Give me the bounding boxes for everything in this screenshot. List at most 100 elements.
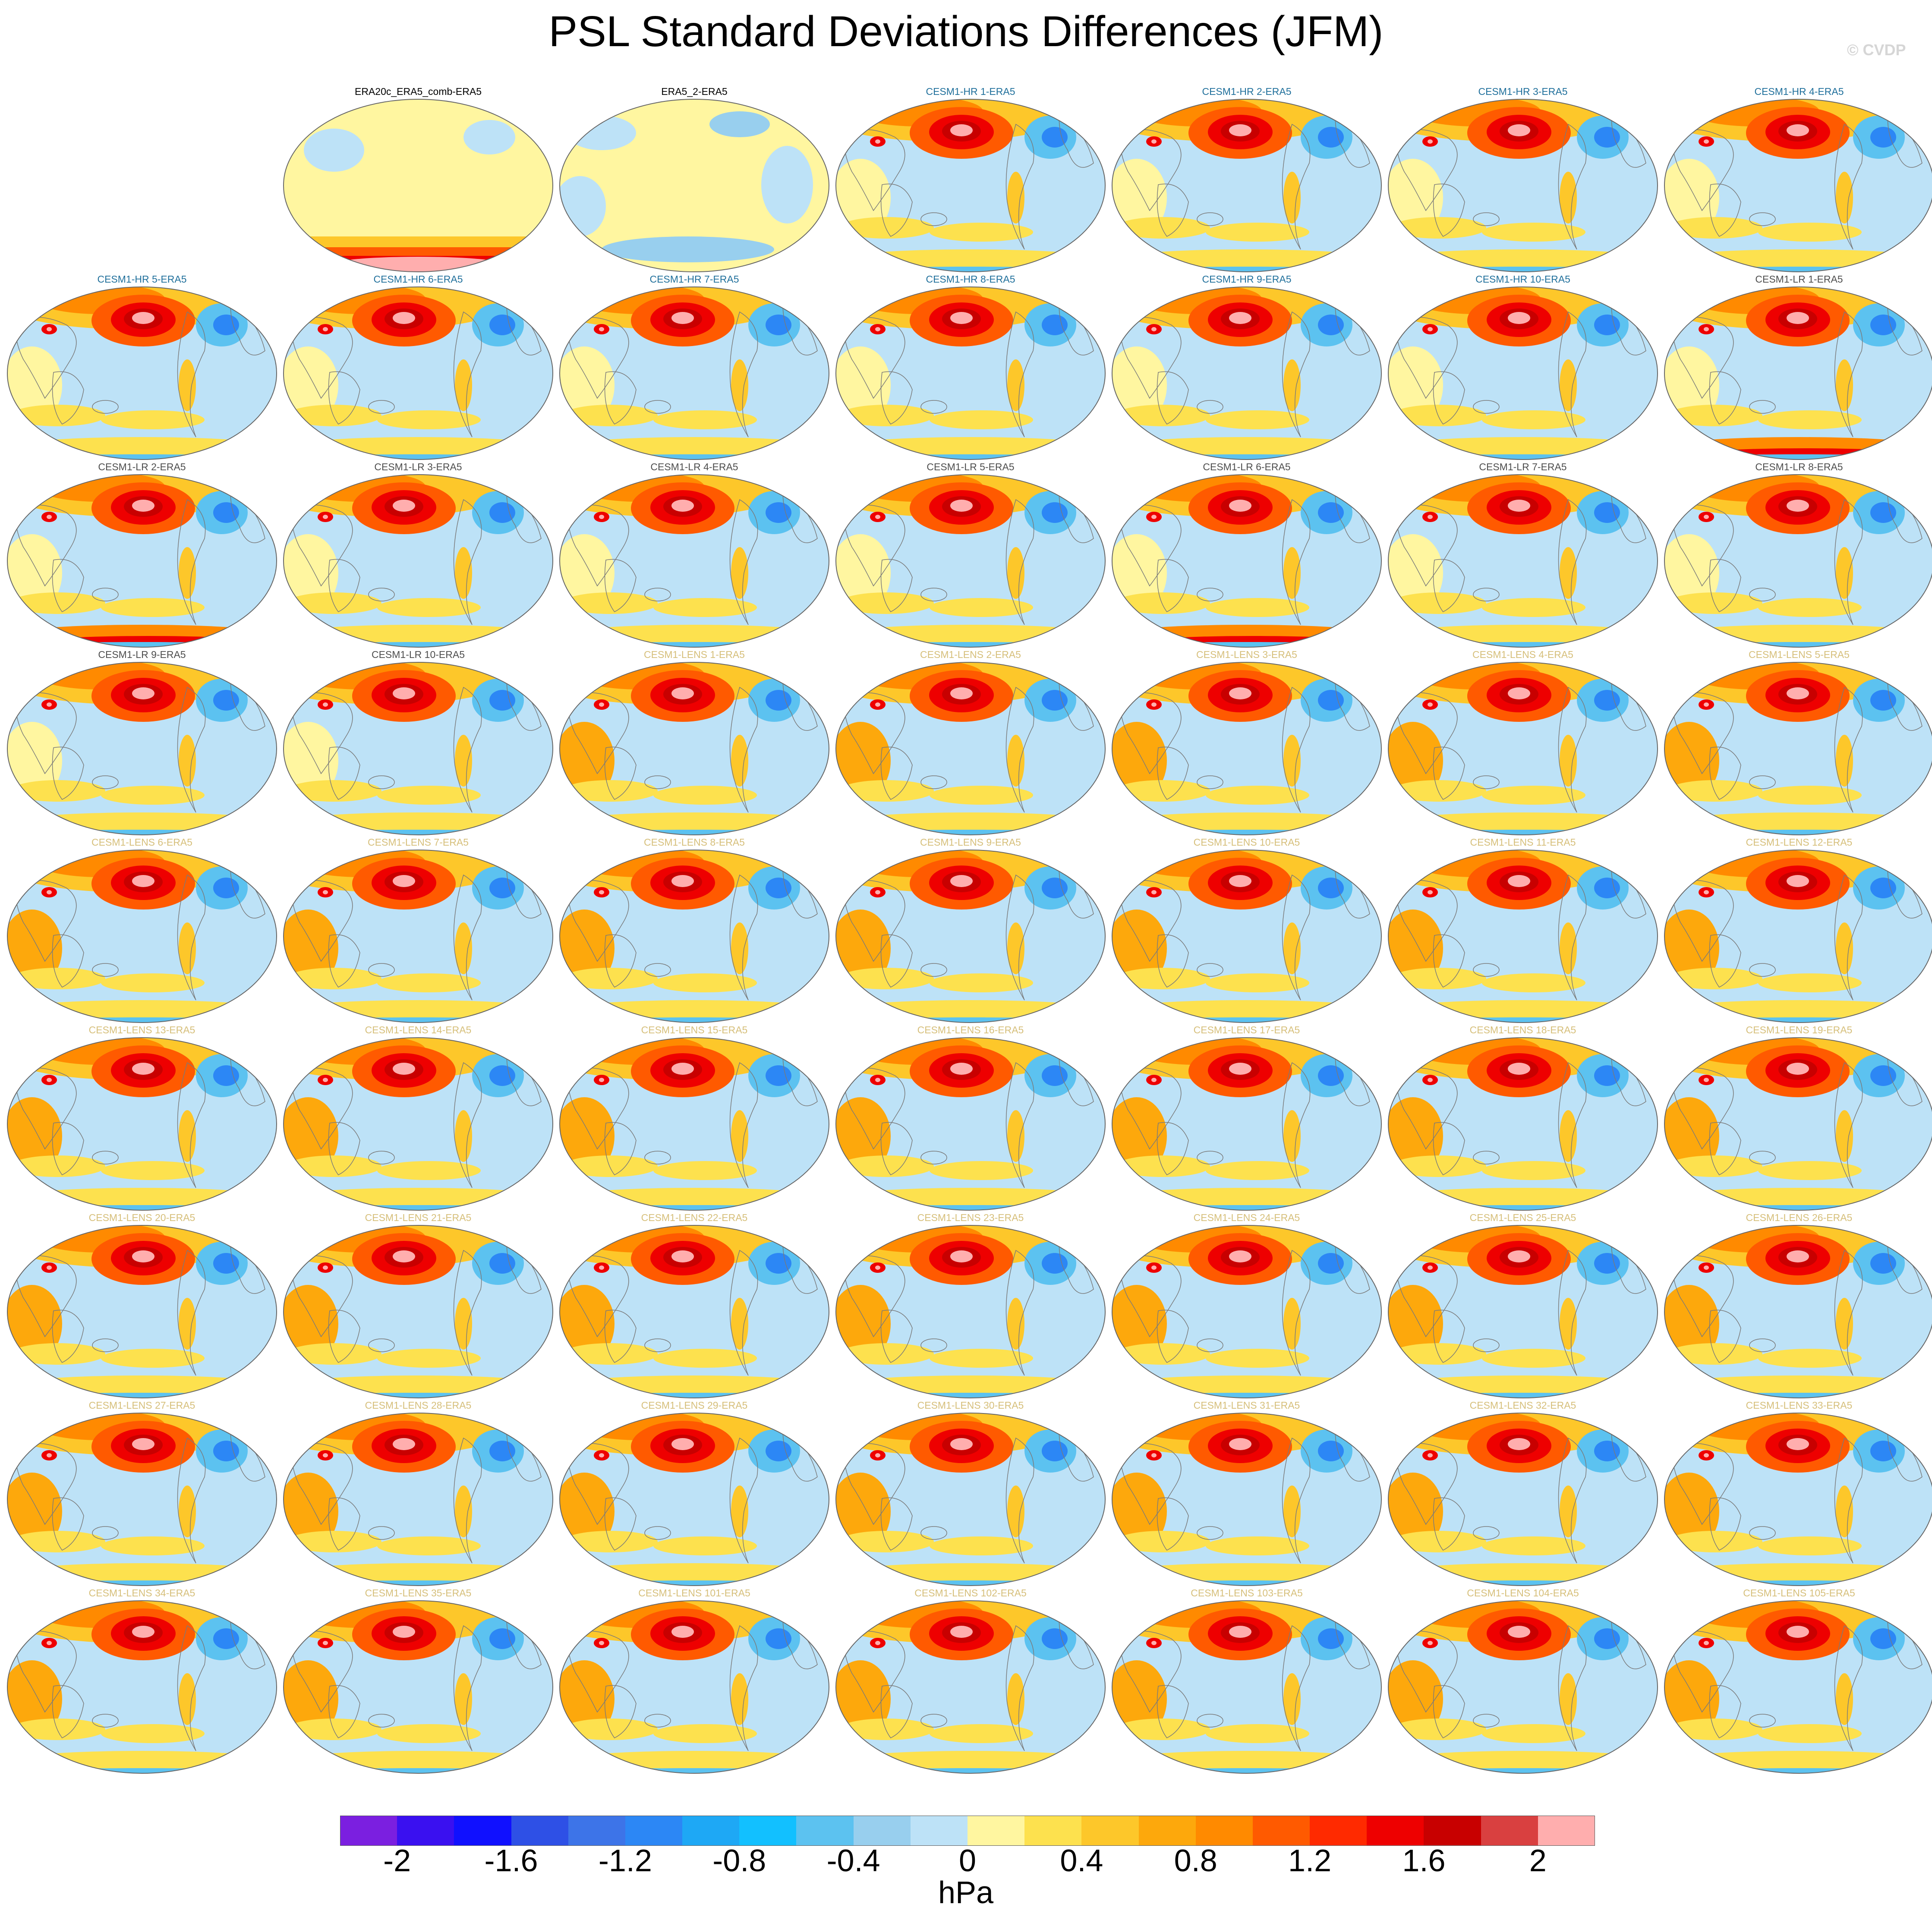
panel-title: CESM1-HR 4-ERA5: [1754, 86, 1844, 97]
map-panel: CESM1-HR 9-ERA5: [1109, 273, 1384, 461]
map-panel: CESM1-LENS 27-ERA5: [4, 1399, 280, 1587]
colorbar-swatch: [1481, 1816, 1538, 1846]
panel-title: CESM1-LR 4-ERA5: [650, 461, 738, 472]
colorbar-swatch: [682, 1816, 740, 1846]
map-panel: CESM1-LENS 4-ERA5: [1385, 648, 1661, 837]
map-panel: CESM1-LENS 19-ERA5: [1661, 1024, 1932, 1212]
panel-title: CESM1-LENS 21-ERA5: [365, 1212, 472, 1223]
panel-title: ERA5_2-ERA5: [661, 86, 728, 97]
colorbar-tick-label: -0.8: [712, 1844, 766, 1878]
map-panel: CESM1-LENS 34-ERA5: [4, 1587, 280, 1775]
world-map-robinson: [1112, 1225, 1382, 1398]
world-map-robinson: [835, 286, 1106, 460]
world-map-robinson: [1664, 1600, 1932, 1774]
colorbar-swatch: [739, 1816, 797, 1846]
panel-title: CESM1-LENS 10-ERA5: [1193, 837, 1300, 848]
panel-title: CESM1-LR 7-ERA5: [1479, 461, 1567, 472]
panel-title: CESM1-LENS 29-ERA5: [641, 1400, 748, 1411]
map-panel: ERA5_2-ERA5: [557, 85, 832, 274]
colorbar-tick-label: -2: [383, 1844, 411, 1878]
world-map-robinson: [1388, 286, 1658, 460]
world-map-robinson: [7, 1413, 277, 1586]
map-panel: CESM1-LENS 3-ERA5: [1109, 648, 1384, 837]
panel-title: CESM1-LENS 30-ERA5: [917, 1400, 1024, 1411]
map-panel: CESM1-LENS 28-ERA5: [281, 1399, 556, 1587]
world-map-robinson: [559, 1037, 829, 1211]
panel-title: CESM1-LENS 16-ERA5: [917, 1024, 1024, 1036]
world-map-robinson: [1388, 1413, 1658, 1586]
world-map-robinson: [835, 99, 1106, 272]
world-map-robinson: [283, 286, 553, 460]
panel-title: CESM1-LENS 101-ERA5: [638, 1587, 750, 1599]
panel-title: CESM1-LENS 105-ERA5: [1743, 1587, 1855, 1599]
panel-title: CESM1-HR 7-ERA5: [649, 274, 739, 285]
map-panel: CESM1-LENS 24-ERA5: [1109, 1212, 1384, 1400]
colorbar-tick-label: -0.4: [826, 1844, 880, 1878]
colorbar-swatch: [968, 1816, 1025, 1846]
world-map-robinson: [1388, 850, 1658, 1023]
world-map-robinson: [1112, 99, 1382, 272]
world-map-robinson: [1388, 474, 1658, 648]
panel-title: CESM1-LENS 1-ERA5: [644, 649, 745, 660]
panel-title: CESM1-LENS 24-ERA5: [1193, 1212, 1300, 1223]
world-map-robinson: [7, 1225, 277, 1398]
map-panel: CESM1-LENS 16-ERA5: [833, 1024, 1108, 1212]
world-map-robinson: [1664, 662, 1932, 835]
colorbar-swatch: [1195, 1816, 1253, 1846]
panel-title: CESM1-HR 6-ERA5: [373, 274, 463, 285]
panel-title: CESM1-LENS 26-ERA5: [1746, 1212, 1853, 1223]
map-panel: CESM1-LENS 35-ERA5: [281, 1587, 556, 1775]
colorbar-swatch: [511, 1816, 569, 1846]
panel-title: CESM1-LENS 6-ERA5: [91, 837, 192, 848]
panel-title: CESM1-LENS 28-ERA5: [365, 1400, 472, 1411]
map-panel: CESM1-LR 6-ERA5: [1109, 461, 1384, 649]
world-map-robinson: [1664, 99, 1932, 272]
map-panel: CESM1-LENS 25-ERA5: [1385, 1212, 1661, 1400]
panel-title: CESM1-LENS 23-ERA5: [917, 1212, 1024, 1223]
map-panel: CESM1-LENS 7-ERA5: [281, 836, 556, 1024]
world-map-robinson: [559, 1413, 829, 1586]
world-map-robinson: [559, 99, 829, 272]
colorbar-swatch: [1538, 1816, 1595, 1846]
panel-title: CESM1-LENS 12-ERA5: [1746, 837, 1853, 848]
panel-title: CESM1-LENS 4-ERA5: [1472, 649, 1573, 660]
panel-title: CESM1-LENS 33-ERA5: [1746, 1400, 1853, 1411]
panel-title: CESM1-HR 3-ERA5: [1478, 86, 1568, 97]
map-panel: ERA20c_ERA5_comb-ERA5: [281, 85, 556, 274]
colorbar-swatch: [1424, 1816, 1481, 1846]
world-map-robinson: [283, 662, 553, 835]
map-panel: CESM1-LENS 21-ERA5: [281, 1212, 556, 1400]
colorbar-swatch: [1252, 1816, 1310, 1846]
panel-title: CESM1-LENS 102-ERA5: [914, 1587, 1027, 1599]
panel-title: CESM1-HR 5-ERA5: [97, 274, 187, 285]
map-panel: CESM1-LENS 15-ERA5: [557, 1024, 832, 1212]
panel-title: CESM1-LR 10-ERA5: [371, 649, 465, 660]
colorbar-frame: [340, 1816, 1595, 1846]
world-map-robinson: [1664, 474, 1932, 648]
map-panel: CESM1-HR 3-ERA5: [1385, 85, 1661, 274]
map-panel: CESM1-LENS 14-ERA5: [281, 1024, 556, 1212]
panel-title: CESM1-HR 10-ERA5: [1475, 274, 1570, 285]
map-panel: CESM1-LENS 6-ERA5: [4, 836, 280, 1024]
world-map-robinson: [1112, 1037, 1382, 1211]
map-panel: CESM1-LENS 32-ERA5: [1385, 1399, 1661, 1587]
world-map-robinson: [7, 474, 277, 648]
world-map-robinson: [283, 99, 553, 272]
colorbar-swatch: [1367, 1816, 1424, 1846]
world-map-robinson: [835, 1037, 1106, 1211]
panel-title: CESM1-HR 9-ERA5: [1202, 274, 1292, 285]
world-map-robinson: [1664, 1037, 1932, 1211]
panel-title: CESM1-LENS 19-ERA5: [1746, 1024, 1853, 1036]
panel-title: CESM1-LENS 2-ERA5: [920, 649, 1021, 660]
colorbar-swatch: [1138, 1816, 1196, 1846]
map-panel: CESM1-LR 3-ERA5: [281, 461, 556, 649]
map-panel: CESM1-LENS 13-ERA5: [4, 1024, 280, 1212]
map-panel: CESM1-LENS 26-ERA5: [1661, 1212, 1932, 1400]
colorbar-swatch: [397, 1816, 454, 1846]
panel-title: CESM1-LENS 104-ERA5: [1467, 1587, 1579, 1599]
panel-title: CESM1-LENS 8-ERA5: [644, 837, 745, 848]
world-map-robinson: [835, 1413, 1106, 1586]
map-panels-grid: ERA20c_ERA5_comb-ERA5 ERA5_2-ERA5 CESM1-HR…: [4, 85, 1932, 1775]
map-panel: CESM1-LENS 12-ERA5: [1661, 836, 1932, 1024]
panel-title: CESM1-LR 8-ERA5: [1755, 461, 1843, 472]
